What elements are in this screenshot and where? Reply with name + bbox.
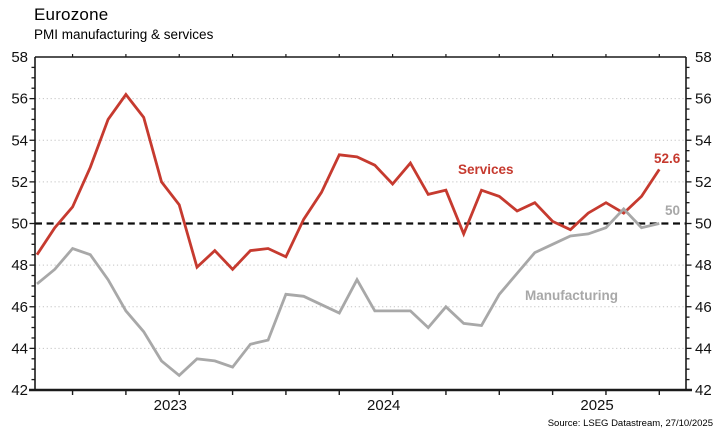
y-axis-label-right: 42 <box>695 382 712 399</box>
y-axis-label-right: 54 <box>695 132 712 149</box>
y-axis-label-left: 52 <box>11 174 28 191</box>
y-axis-label-left: 46 <box>11 299 28 316</box>
y-axis-label-left: 58 <box>11 49 28 66</box>
manufacturing-end-value-label: 50 <box>665 203 681 218</box>
services-line <box>35 92 661 272</box>
y-axis-label-left: 54 <box>11 132 28 149</box>
y-axis-label-right: 50 <box>695 216 712 233</box>
x-year-label: 2023 <box>154 397 187 414</box>
y-axis-label-right: 44 <box>695 340 712 357</box>
services-end-value-label: 52.6 <box>654 151 681 166</box>
y-axis-label-right: 58 <box>695 49 712 66</box>
x-year-label: 2024 <box>367 397 400 414</box>
y-axis-label-right: 52 <box>695 174 712 191</box>
services-series-label: Services <box>458 162 514 177</box>
y-axis-label-left: 50 <box>11 216 28 233</box>
y-axis-label-right: 48 <box>695 257 712 274</box>
chart-title: Eurozone <box>34 5 109 24</box>
y-axis-label-left: 44 <box>11 340 28 357</box>
y-axis-label-left: 48 <box>11 257 28 274</box>
manufacturing-series-label: Manufacturing <box>525 288 618 303</box>
source-note: Source: LSEG Datastream, 27/10/2025 <box>547 418 713 429</box>
x-year-label: 2025 <box>580 397 613 414</box>
chart-subtitle: PMI manufacturing & services <box>34 27 214 42</box>
y-axis-label-right: 56 <box>695 91 712 108</box>
manufacturing-line <box>36 206 660 378</box>
y-axis-label-right: 46 <box>695 299 712 316</box>
y-axis-label-left: 42 <box>11 382 28 399</box>
y-axis-label-left: 56 <box>11 91 28 108</box>
